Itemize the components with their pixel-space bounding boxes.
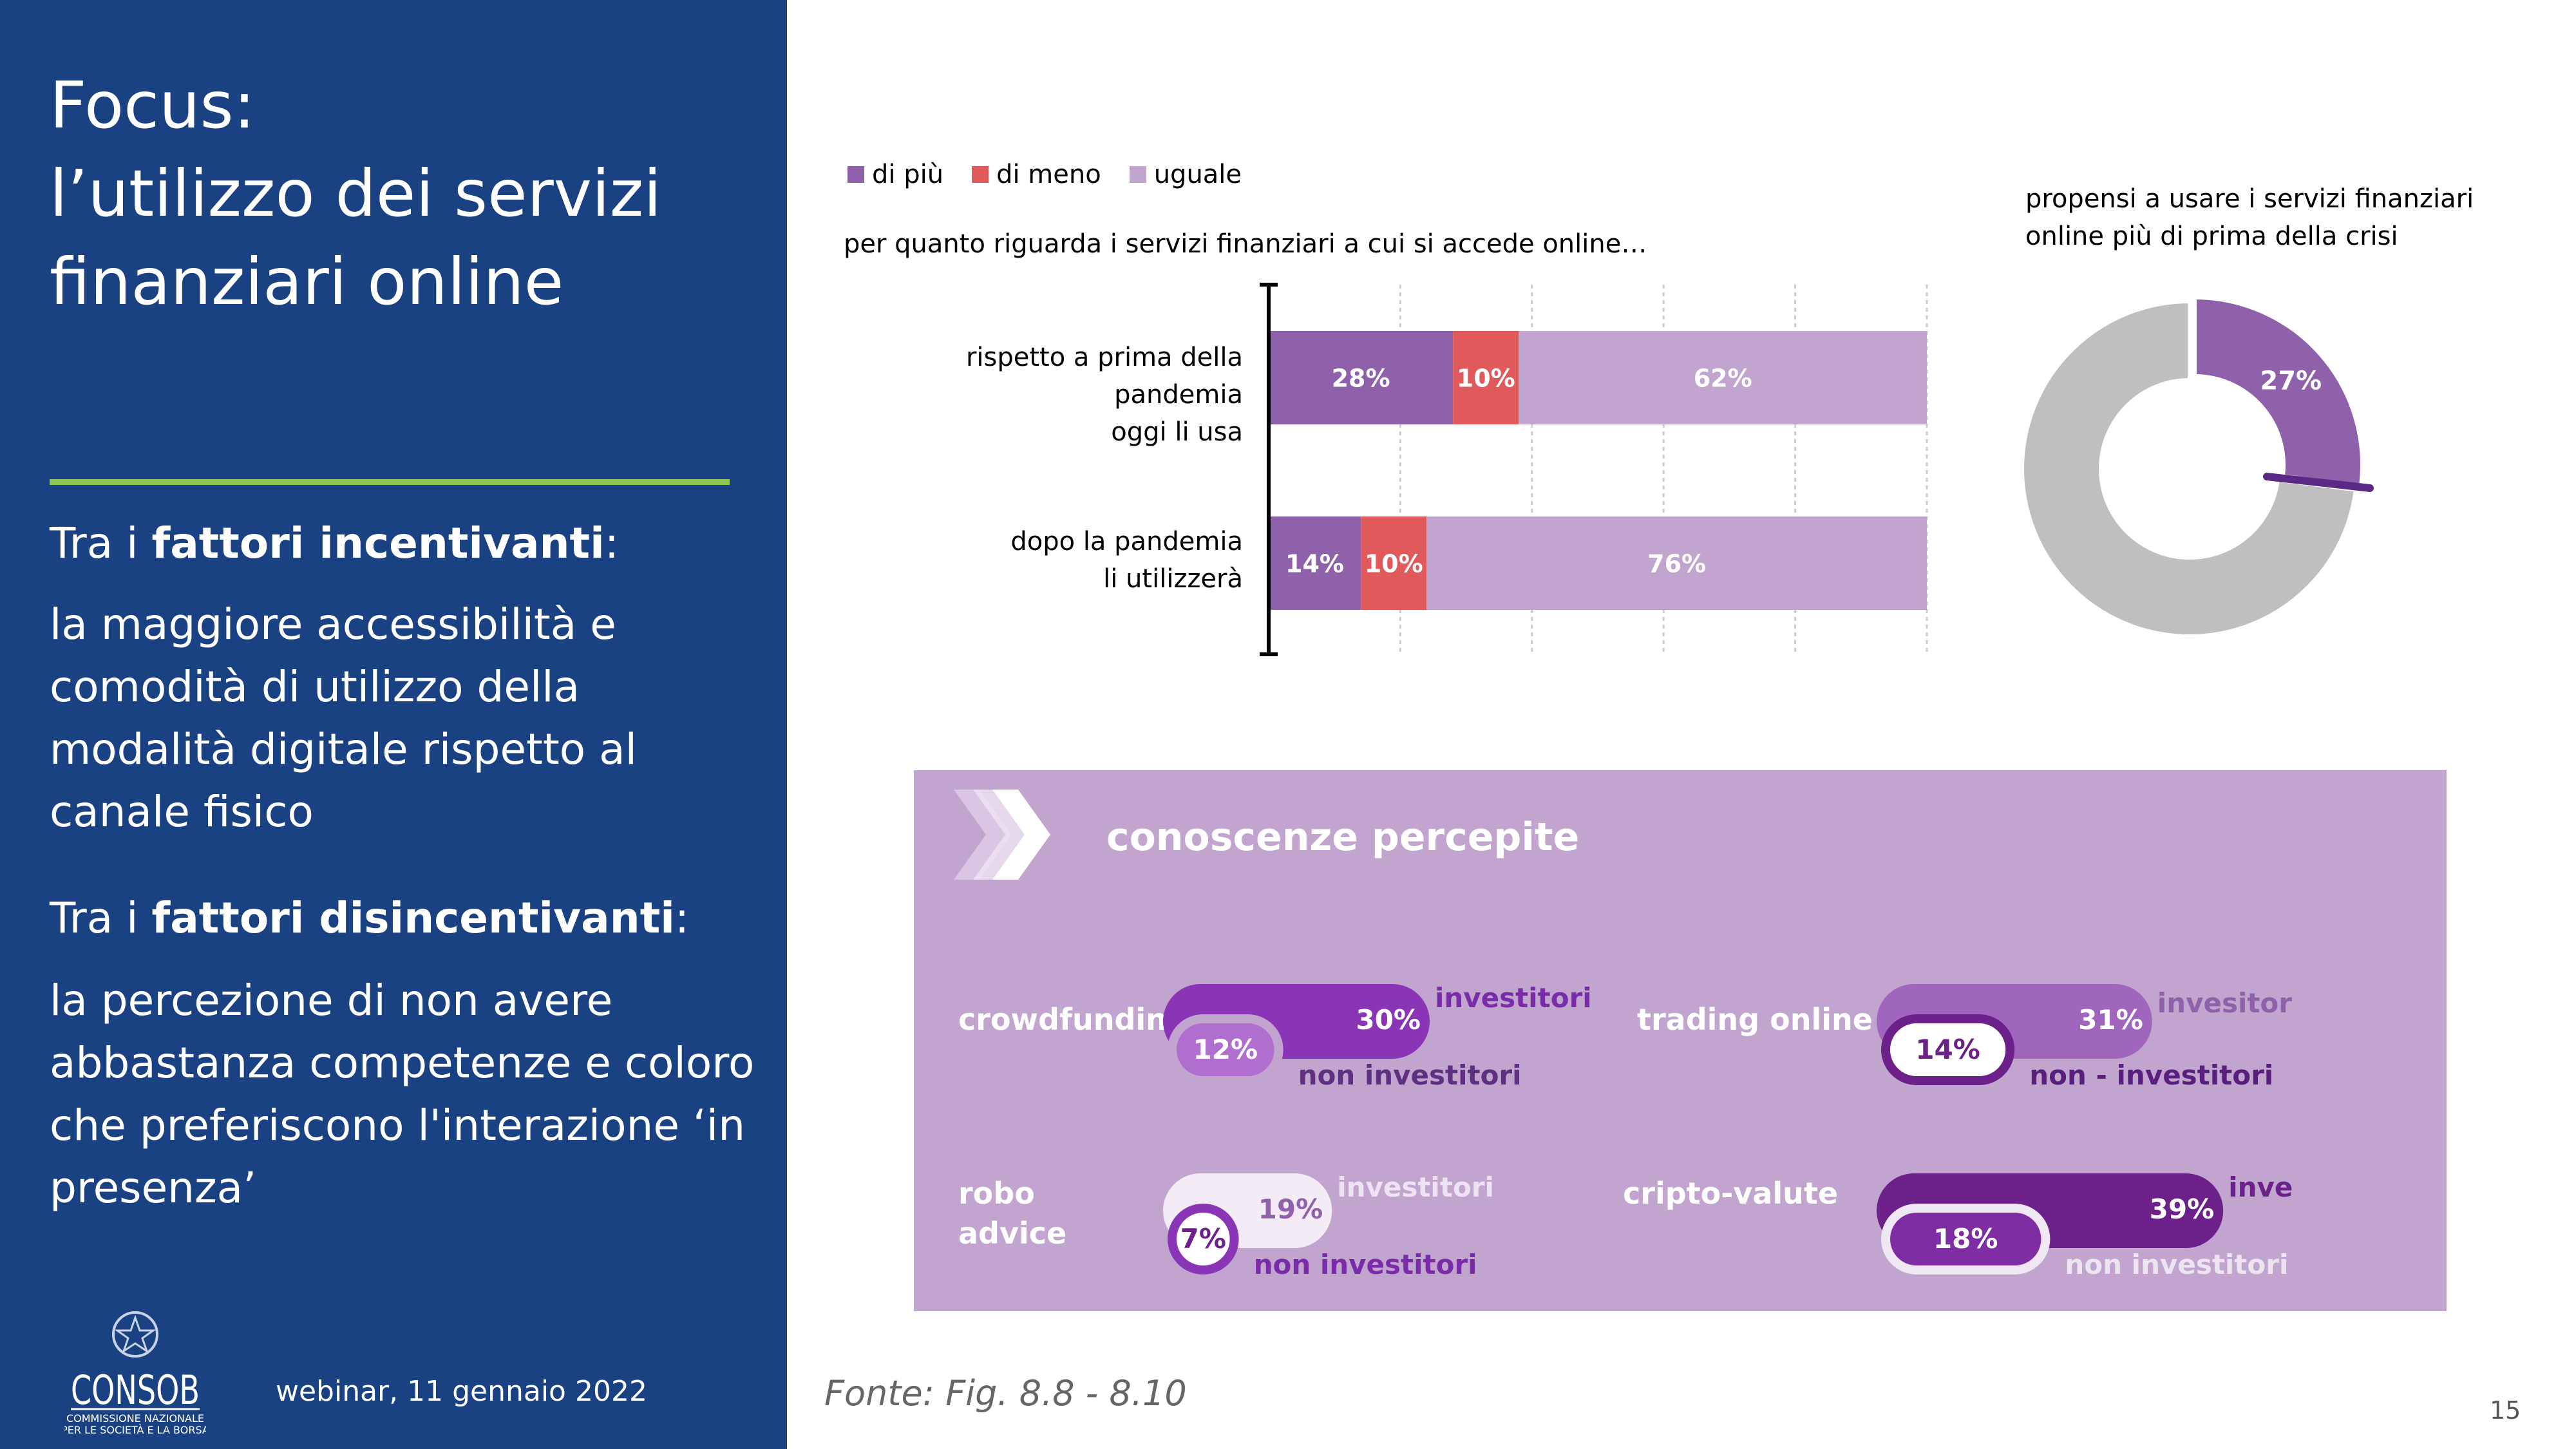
pill-non-investitori xyxy=(1881,1014,2015,1085)
bar-data-label: 14% xyxy=(1285,550,1344,578)
knowledge-label: cripto-valute xyxy=(1623,1173,1838,1213)
bar-data-label: 28% xyxy=(1332,365,1390,393)
donut-accent-line xyxy=(2263,473,2374,492)
bar-data-label: 10% xyxy=(1365,550,1423,578)
pill-non-investitori xyxy=(1881,1204,2050,1274)
emblem-icon xyxy=(112,1311,158,1358)
heading-suffix: : xyxy=(674,893,690,943)
knowledge-label-line: advice xyxy=(958,1216,1067,1251)
legend-item: di meno xyxy=(972,160,1101,189)
bar-segment xyxy=(1269,331,1454,424)
bar-segment xyxy=(1453,331,1519,424)
knowledge-label: crowdfunding xyxy=(958,999,1188,1039)
bar-segment xyxy=(1519,331,1927,424)
donut-title-line: propensi a usare i servizi finanziari xyxy=(2025,184,2474,214)
consob-logo: CONSOB COMMISSIONE NAZIONALE PER LE SOCI… xyxy=(64,1311,206,1436)
pill-series-label-investitori: investitori xyxy=(1435,982,1592,1014)
donut-title-line: online più di prima della crisi xyxy=(2025,222,2398,251)
category-line: rispetto a prima della pandemia xyxy=(965,343,1243,410)
pill-series-label-non-investitori: non investitori xyxy=(2065,1249,2288,1280)
incentivanti-heading: Tra i fattori incentivanti: xyxy=(50,512,764,574)
disincentivanti-text: la percezione di non avere abbastanza co… xyxy=(50,976,755,1213)
legend-swatch xyxy=(972,166,989,183)
knowledge-label-line: robo xyxy=(958,1176,1035,1211)
logo-text: CONSOB xyxy=(71,1367,200,1414)
page-number: 15 xyxy=(2490,1396,2521,1425)
legend-label: di più xyxy=(872,160,944,189)
bar-segment xyxy=(1361,516,1427,610)
heading-prefix: Tra i xyxy=(50,893,152,943)
knowledge-label-line: cripto-valute xyxy=(1623,1176,1839,1211)
donut-data-label: 27% xyxy=(2260,366,2322,395)
bar-category-label: rispetto a prima della pandemia oggi li … xyxy=(831,339,1243,451)
pill-value-non-investitori: 18% xyxy=(1933,1223,1998,1255)
heading-bold: fattori disincentivanti xyxy=(151,893,675,943)
title-line: l’utilizzo dei servizi xyxy=(50,156,661,231)
knowledge-pills: 30% 12% investitori non investitori 31% 14% in… xyxy=(1163,982,2293,1280)
category-line: li utilizzerà xyxy=(1103,564,1243,594)
legend-swatch xyxy=(848,166,864,183)
bar-legend: di più di meno uguale xyxy=(848,160,1242,189)
knowledge-label-line: trading online xyxy=(1637,1002,1873,1037)
panel-title: conoscenze percepite xyxy=(1106,815,1580,860)
donut-slice xyxy=(2193,295,2364,488)
bar-data-label: 76% xyxy=(1647,550,1706,578)
chevrons-icon xyxy=(954,790,1050,880)
pill-series-label-non-investitori: non - investitori xyxy=(2029,1059,2273,1091)
stacked-bar-chart: 28% 10% 62% 14% 10% 76% xyxy=(1260,283,1928,656)
pill-non-investitori xyxy=(1168,1204,1239,1274)
legend-item: di più xyxy=(848,160,943,189)
bar-data-label: 62% xyxy=(1694,365,1752,393)
heading-suffix: : xyxy=(604,518,619,568)
pill-value-non-investitori: 12% xyxy=(1193,1034,1258,1065)
pill-value-investitori: 30% xyxy=(1356,1004,1421,1036)
legend-label: uguale xyxy=(1153,160,1242,189)
category-line: oggi li usa xyxy=(1111,417,1243,447)
pill-value-investitori: 39% xyxy=(2150,1193,2215,1225)
bar-segment xyxy=(1426,516,1927,610)
heading-prefix: Tra i xyxy=(50,518,152,568)
pill-group: 19% 7% investitori non investitori xyxy=(1163,1171,1494,1280)
pill-series-label-investitori: invesitori xyxy=(2157,987,2293,1019)
legend-item: uguale xyxy=(1129,160,1242,189)
donut-slice xyxy=(2020,299,2358,638)
knowledge-label-line: crowdfunding xyxy=(958,1002,1188,1037)
pill-series-label-investitori: investitori xyxy=(2228,1171,2293,1203)
incentivanti-text: la maggiore accessibilità e comodità di … xyxy=(50,600,637,837)
knowledge-label: trading online xyxy=(1637,999,1873,1039)
title-line: finanziari online xyxy=(50,244,564,319)
pill-non-investitori xyxy=(1168,1014,1283,1085)
left-panel: Focus: l’utilizzo dei servizi finanziari… xyxy=(0,0,787,1449)
logo-subtext: PER LE SOCIETÀ E LA BORSA xyxy=(64,1424,206,1436)
pill-value-non-investitori: 7% xyxy=(1180,1223,1226,1255)
bar-category-label: dopo la pandemia li utilizzerà xyxy=(831,523,1243,598)
slide-title: Focus: l’utilizzo dei servizi finanziari… xyxy=(50,61,758,326)
legend-label: di meno xyxy=(996,160,1101,189)
logo-subtext: COMMISSIONE NAZIONALE xyxy=(66,1412,204,1425)
pill-value-non-investitori: 14% xyxy=(1915,1034,1980,1065)
donut-title: propensi a usare i servizi finanziari on… xyxy=(2025,180,2489,255)
pill-series-label-non-investitori: non investitori xyxy=(1298,1059,1522,1091)
donut-chart: 27% xyxy=(2020,295,2374,638)
bar-segment xyxy=(1269,516,1361,610)
disincentivanti-heading: Tra i fattori disincentivanti: xyxy=(50,887,764,949)
heading-bold: fattori incentivanti xyxy=(151,518,605,568)
category-line: dopo la pandemia xyxy=(1010,527,1243,556)
chart-subtitle: per quanto riguarda i servizi finanziari… xyxy=(844,229,1647,259)
pill-value-investitori: 31% xyxy=(2078,1004,2143,1036)
pill-series-label-investitori: investitori xyxy=(1337,1171,1494,1203)
pill-group: 39% 18% investitori non investitori xyxy=(1877,1171,2293,1280)
green-divider xyxy=(50,479,730,485)
legend-swatch xyxy=(1129,166,1146,183)
footer-date: webinar, 11 gennaio 2022 xyxy=(276,1375,647,1408)
pill-group: 30% 12% investitori non investitori xyxy=(1163,982,1592,1091)
knowledge-label: robo advice xyxy=(958,1173,1066,1253)
title-line: Focus: xyxy=(50,68,256,143)
pill-value-investitori: 19% xyxy=(1258,1193,1323,1225)
source-note: Fonte: Fig. 8.8 - 8.10 xyxy=(824,1373,1187,1414)
pill-group: 31% 14% invesitori non - investitori xyxy=(1877,984,2293,1091)
pill-series-label-non-investitori: non investitori xyxy=(1254,1249,1477,1280)
bar-data-label: 10% xyxy=(1457,365,1515,393)
